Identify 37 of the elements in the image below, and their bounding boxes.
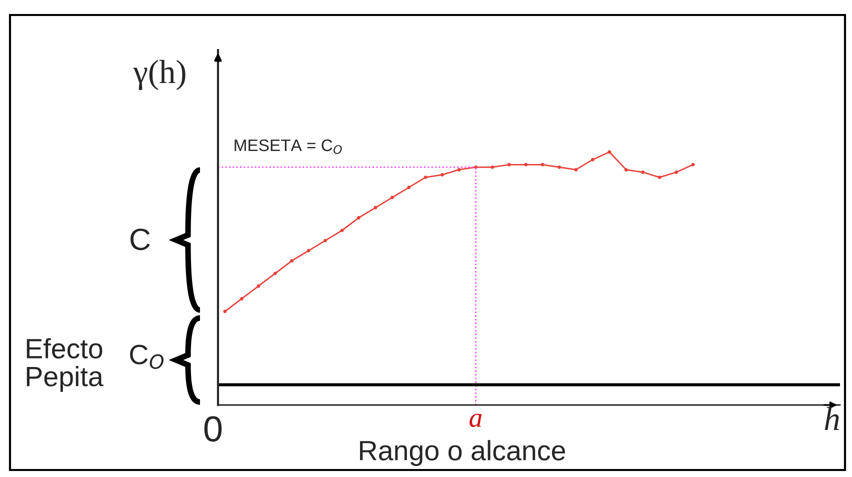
- ref-line-label: MESETA = C$_{O}$: [234, 139, 342, 154]
- point: [574, 168, 578, 172]
- point: [407, 186, 411, 190]
- point: [306, 248, 310, 252]
- y-axis-title: γ(h): [133, 60, 186, 90]
- point: [424, 176, 428, 180]
- point: [507, 162, 511, 166]
- x-axis-title: h: [824, 406, 839, 430]
- point: [290, 259, 294, 263]
- point: [658, 176, 662, 180]
- text: Efecto Pepita: [26, 338, 104, 392]
- point: [540, 162, 544, 166]
- text: a: [470, 414, 482, 428]
- point: [356, 216, 360, 220]
- point: [624, 168, 628, 172]
- point: [240, 297, 244, 300]
- text: Rango o alcance: [360, 440, 566, 466]
- point: [674, 170, 678, 174]
- point: [524, 162, 528, 166]
- point: [273, 272, 277, 276]
- point: [457, 168, 461, 172]
- point: [558, 165, 562, 169]
- point: [223, 310, 227, 314]
- point: [256, 284, 260, 288]
- point: [691, 162, 695, 166]
- point: [390, 196, 394, 200]
- point: [374, 206, 378, 210]
- point: [608, 150, 612, 154]
- point: [490, 165, 494, 169]
- point: [440, 173, 444, 177]
- text: 0: [204, 416, 222, 442]
- point: [340, 228, 344, 232]
- point: [324, 238, 328, 242]
- point: [590, 158, 594, 162]
- text: C: [130, 228, 150, 250]
- point: [641, 170, 645, 174]
- text: C$_{O}$: [130, 344, 164, 369]
